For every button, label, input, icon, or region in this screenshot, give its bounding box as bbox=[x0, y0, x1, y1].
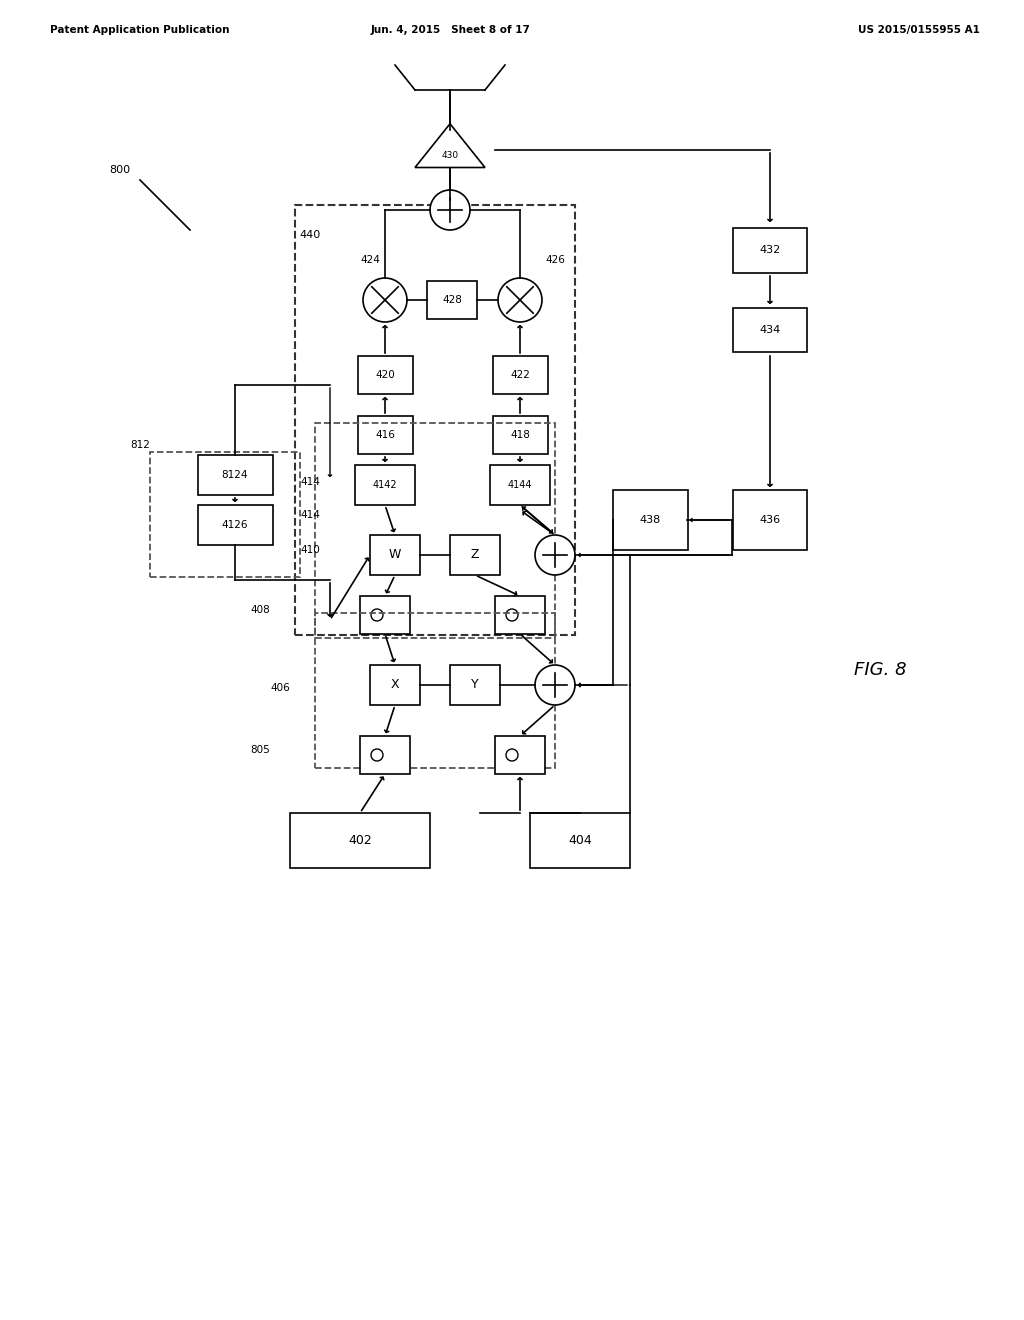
FancyBboxPatch shape bbox=[732, 490, 808, 550]
Text: 438: 438 bbox=[639, 515, 660, 525]
Text: 422: 422 bbox=[510, 370, 530, 380]
FancyBboxPatch shape bbox=[450, 535, 500, 576]
Text: 402: 402 bbox=[348, 833, 372, 846]
FancyBboxPatch shape bbox=[493, 416, 548, 454]
Circle shape bbox=[498, 279, 542, 322]
Text: 424: 424 bbox=[360, 255, 380, 265]
FancyBboxPatch shape bbox=[370, 665, 420, 705]
Text: 434: 434 bbox=[760, 325, 780, 335]
FancyBboxPatch shape bbox=[427, 281, 477, 319]
Text: 805: 805 bbox=[250, 744, 270, 755]
Text: 428: 428 bbox=[442, 294, 462, 305]
Text: Jun. 4, 2015   Sheet 8 of 17: Jun. 4, 2015 Sheet 8 of 17 bbox=[370, 25, 530, 36]
Text: W: W bbox=[389, 549, 401, 561]
FancyBboxPatch shape bbox=[530, 813, 630, 867]
Polygon shape bbox=[415, 124, 485, 168]
Text: US 2015/0155955 A1: US 2015/0155955 A1 bbox=[858, 25, 980, 36]
FancyBboxPatch shape bbox=[493, 356, 548, 393]
FancyBboxPatch shape bbox=[370, 535, 420, 576]
Text: 8124: 8124 bbox=[222, 470, 248, 480]
Text: Z: Z bbox=[471, 549, 479, 561]
Text: 406: 406 bbox=[270, 682, 290, 693]
Text: 440: 440 bbox=[299, 230, 321, 240]
Text: 800: 800 bbox=[110, 165, 131, 176]
FancyBboxPatch shape bbox=[198, 455, 272, 495]
Text: FIG. 8: FIG. 8 bbox=[854, 661, 906, 678]
Text: X: X bbox=[391, 678, 399, 692]
FancyBboxPatch shape bbox=[360, 737, 410, 774]
Text: 414: 414 bbox=[300, 510, 319, 520]
Text: 4144: 4144 bbox=[508, 480, 532, 490]
Text: 414: 414 bbox=[300, 477, 319, 487]
FancyBboxPatch shape bbox=[732, 308, 808, 352]
Text: 430: 430 bbox=[441, 150, 459, 160]
FancyBboxPatch shape bbox=[450, 665, 500, 705]
FancyBboxPatch shape bbox=[357, 356, 413, 393]
FancyBboxPatch shape bbox=[355, 465, 415, 506]
Text: Patent Application Publication: Patent Application Publication bbox=[50, 25, 229, 36]
FancyBboxPatch shape bbox=[495, 597, 545, 634]
Text: 4142: 4142 bbox=[373, 480, 397, 490]
FancyBboxPatch shape bbox=[357, 416, 413, 454]
Text: 436: 436 bbox=[760, 515, 780, 525]
Text: 432: 432 bbox=[760, 246, 780, 255]
Text: 408: 408 bbox=[250, 605, 270, 615]
Text: 404: 404 bbox=[568, 833, 592, 846]
Circle shape bbox=[430, 190, 470, 230]
FancyBboxPatch shape bbox=[290, 813, 430, 867]
Circle shape bbox=[535, 665, 575, 705]
FancyBboxPatch shape bbox=[490, 465, 550, 506]
FancyBboxPatch shape bbox=[495, 737, 545, 774]
Text: 410: 410 bbox=[300, 545, 319, 554]
FancyBboxPatch shape bbox=[612, 490, 687, 550]
FancyBboxPatch shape bbox=[360, 597, 410, 634]
Text: 812: 812 bbox=[130, 440, 150, 450]
Text: 4126: 4126 bbox=[222, 520, 248, 531]
Circle shape bbox=[535, 535, 575, 576]
Circle shape bbox=[362, 279, 407, 322]
FancyBboxPatch shape bbox=[732, 227, 808, 272]
Text: 420: 420 bbox=[375, 370, 395, 380]
Text: 416: 416 bbox=[375, 430, 395, 440]
Text: 418: 418 bbox=[510, 430, 530, 440]
Text: Y: Y bbox=[471, 678, 479, 692]
FancyBboxPatch shape bbox=[198, 506, 272, 545]
Text: 426: 426 bbox=[545, 255, 565, 265]
